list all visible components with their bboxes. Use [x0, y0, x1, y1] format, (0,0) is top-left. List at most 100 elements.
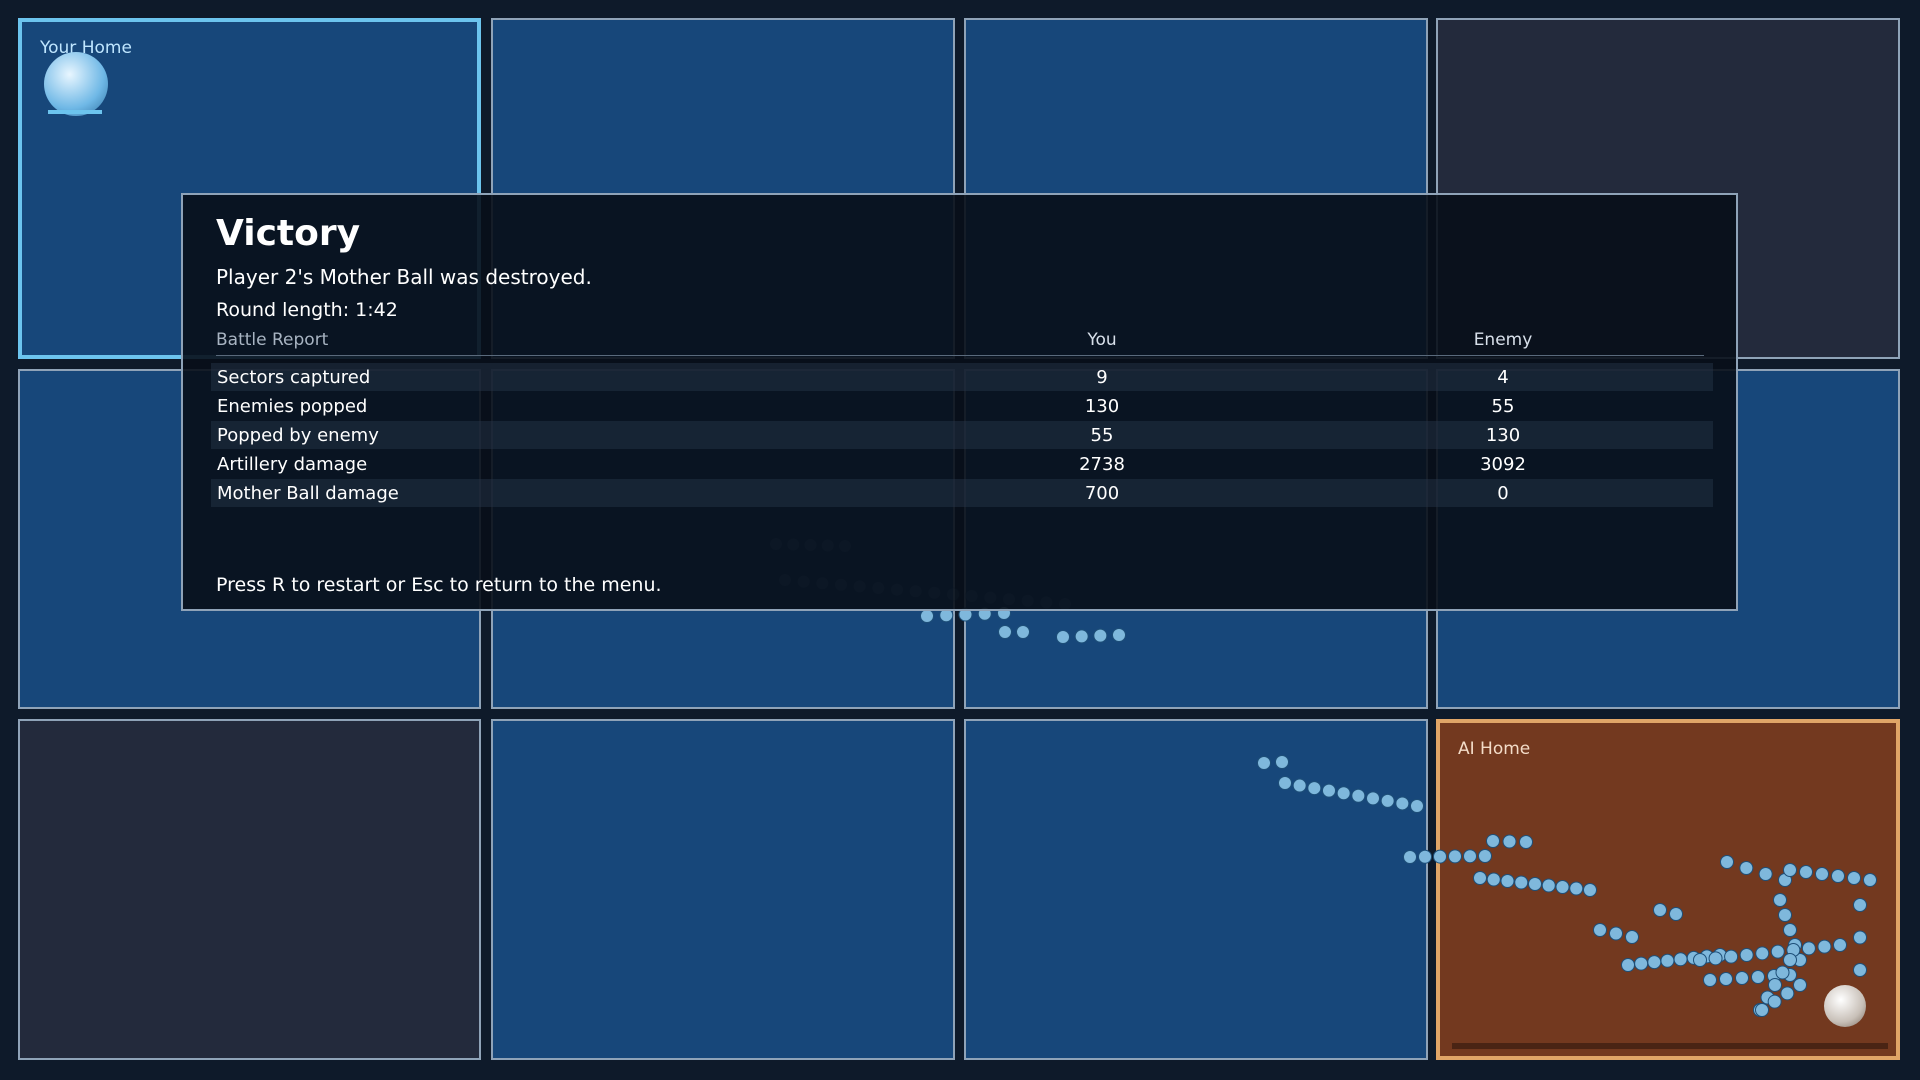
unit — [1278, 776, 1292, 790]
footer: Press R to restart or Esc to return to t… — [216, 574, 662, 596]
unit — [1815, 867, 1829, 881]
stat-value: 0 — [1497, 483, 1509, 504]
unit — [1634, 956, 1649, 971]
unit — [1739, 861, 1754, 875]
unit — [1693, 953, 1707, 967]
unit — [1660, 953, 1675, 968]
unit — [1403, 850, 1417, 864]
unit — [1751, 970, 1765, 984]
stat-value: 55 — [1090, 425, 1114, 446]
unit — [1593, 923, 1607, 937]
unit — [1541, 878, 1556, 893]
unit — [1817, 939, 1832, 954]
unit — [1767, 994, 1782, 1009]
unit — [1833, 938, 1847, 952]
unit — [1783, 923, 1797, 937]
unit — [1780, 986, 1795, 1001]
unit — [1275, 755, 1289, 769]
unit — [1783, 953, 1797, 967]
unit — [920, 609, 934, 623]
title: Victory — [216, 213, 361, 254]
report-row: Artillery damage 2738 3092 — [211, 450, 1713, 478]
mother-ball — [44, 52, 108, 116]
stat-value: 2738 — [1079, 454, 1125, 475]
divider — [216, 355, 1704, 356]
unit — [1322, 783, 1336, 798]
unit — [1778, 908, 1792, 922]
sector — [18, 719, 481, 1060]
unit — [1056, 630, 1070, 644]
sector — [491, 719, 955, 1060]
section-label: Battle Report — [216, 330, 329, 350]
health-bar — [48, 110, 102, 114]
unit — [1486, 872, 1501, 887]
unit — [1724, 949, 1739, 964]
unit — [1016, 625, 1030, 639]
report-panel: Victory Player 2's Mother Ball was destr… — [181, 193, 1738, 611]
column-header: Enemy — [1473, 330, 1533, 350]
unit — [1074, 629, 1089, 644]
round-length: Round length: 1:42 — [216, 299, 398, 321]
unit — [1708, 951, 1723, 966]
unit — [1514, 875, 1529, 890]
unit — [1257, 756, 1271, 770]
unit — [1292, 778, 1307, 793]
unit — [1410, 799, 1424, 813]
stat-label: Sectors captured — [217, 367, 371, 388]
unit — [1755, 1003, 1769, 1017]
stat-value: 130 — [1084, 396, 1120, 417]
report-row: Sectors captured 9 4 — [211, 363, 1713, 391]
stat-label: Artillery damage — [217, 454, 368, 475]
report-row: Enemies popped 130 55 — [211, 392, 1713, 420]
message: Player 2's Mother Ball was destroyed. — [216, 265, 592, 289]
unit — [1395, 796, 1410, 811]
mother-ball — [1824, 985, 1866, 1027]
stat-value: 55 — [1491, 396, 1515, 417]
unit — [998, 625, 1012, 639]
unit — [1735, 971, 1749, 985]
unit — [1831, 869, 1845, 883]
unit — [1853, 898, 1867, 912]
unit — [1853, 930, 1867, 945]
unit — [1583, 883, 1597, 897]
unit — [1463, 849, 1477, 864]
unit — [1380, 793, 1395, 808]
stat-label: Mother Ball damage — [217, 483, 399, 504]
unit — [1307, 781, 1322, 796]
stat-value: 3092 — [1480, 454, 1526, 475]
unit — [1555, 880, 1570, 894]
unit — [1793, 978, 1807, 992]
unit — [1673, 952, 1688, 967]
unit — [1773, 893, 1787, 907]
unit — [1569, 881, 1584, 896]
unit — [1853, 963, 1867, 977]
stat-value: 700 — [1084, 483, 1120, 504]
unit — [1486, 834, 1500, 848]
unit — [1775, 965, 1790, 980]
unit — [1770, 944, 1785, 959]
unit — [1502, 834, 1517, 849]
unit — [1847, 871, 1861, 885]
sector-label: AI Home — [1458, 739, 1531, 759]
sector-label: Your Home — [40, 38, 132, 58]
unit — [1528, 877, 1542, 891]
unit — [1519, 835, 1533, 849]
unit — [1653, 903, 1667, 917]
unit — [1433, 849, 1447, 864]
unit — [1351, 788, 1366, 803]
unit — [1801, 941, 1816, 956]
sector: AI Home — [1436, 719, 1900, 1060]
column-header: You — [1087, 330, 1117, 350]
unit — [1783, 863, 1797, 877]
unit — [1755, 946, 1770, 961]
stat-label: Popped by enemy — [217, 425, 379, 446]
unit — [1609, 926, 1623, 941]
unit — [1799, 865, 1813, 879]
unit — [1768, 978, 1782, 992]
unit — [1473, 871, 1487, 885]
progress-bar — [1452, 1043, 1888, 1049]
unit — [1758, 867, 1773, 881]
unit — [1093, 628, 1108, 643]
unit — [1703, 973, 1717, 987]
